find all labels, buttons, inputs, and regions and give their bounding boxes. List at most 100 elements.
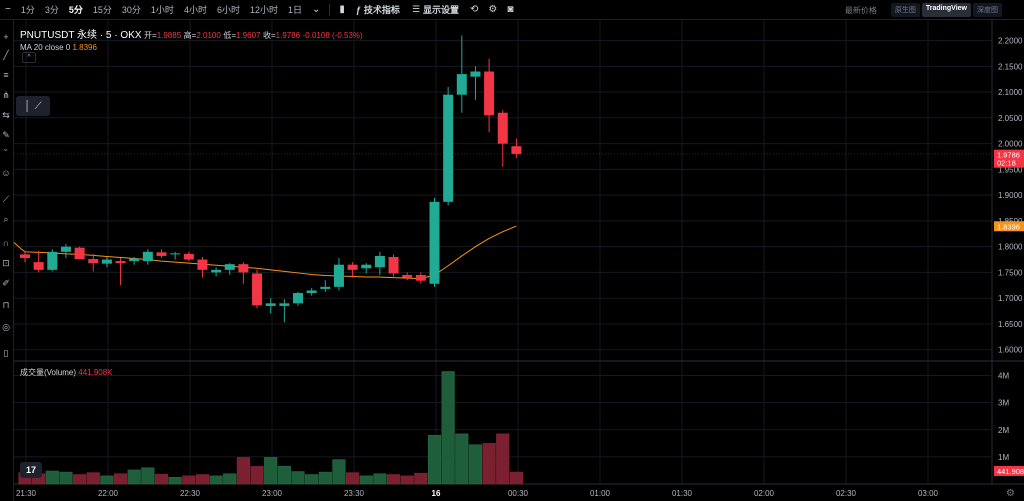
fib-icon[interactable]: ⇆ bbox=[2, 110, 10, 120]
volume-bar-12 bbox=[182, 475, 196, 485]
trash-icon[interactable]: ▯ bbox=[3, 348, 9, 358]
timeframe-9[interactable]: 1日 bbox=[287, 4, 302, 15]
crosshair-icon[interactable]: + bbox=[3, 32, 9, 42]
low-label: 低= bbox=[223, 31, 236, 40]
candle-body-7 bbox=[115, 261, 126, 264]
time-tick-7: 01:00 bbox=[590, 489, 611, 498]
eye-icon[interactable]: ◎ bbox=[2, 322, 10, 332]
open-value: 1.9885 bbox=[156, 31, 182, 40]
lock-drawing-icon[interactable]: ⊡ bbox=[2, 258, 10, 268]
smile-icon[interactable]: ☺ bbox=[1, 168, 11, 178]
candle-body-13 bbox=[197, 259, 208, 270]
volume-bar-19 bbox=[277, 465, 291, 485]
timeframe-0[interactable]: 1分 bbox=[20, 4, 35, 15]
volume-bar-28 bbox=[400, 475, 414, 485]
menu-icon[interactable]: − bbox=[5, 4, 11, 15]
volume-bar-25 bbox=[359, 475, 373, 485]
pencil-lock-icon[interactable]: ✐ bbox=[2, 278, 10, 288]
volume-bar-23 bbox=[332, 459, 346, 485]
ruler-icon[interactable]: ⟋ bbox=[2, 194, 10, 204]
ma-price-tag-text-0: 1.8396 bbox=[997, 222, 1020, 231]
brush-icon[interactable]: ✎ bbox=[2, 130, 10, 140]
indicators-button[interactable]: ƒ 技术指标 bbox=[350, 3, 406, 16]
timeframe-1[interactable]: 3分 bbox=[44, 4, 59, 15]
ma-legend[interactable]: MA 20 close 0 1.8396 bbox=[20, 43, 363, 52]
close-label: 收= bbox=[262, 31, 276, 40]
candle-body-27 bbox=[388, 256, 399, 274]
candle-body-26 bbox=[374, 255, 385, 268]
gear-icon[interactable]: ⚙ bbox=[488, 4, 498, 15]
price-mode-select[interactable]: 最新价格 bbox=[844, 5, 877, 15]
candle-body-17 bbox=[252, 273, 263, 306]
price-tick-6: 1.9500 bbox=[998, 165, 1023, 174]
timeframe-5[interactable]: 1小时 bbox=[150, 4, 174, 15]
open-label: 开= bbox=[144, 31, 157, 40]
view-tab-0[interactable]: 原生图 bbox=[890, 3, 920, 17]
candle-body-3 bbox=[60, 246, 71, 252]
chart-legend: PNUTUSDT 永续 · 5 · OKX 开=1.9885 高=2.0100 … bbox=[20, 26, 363, 52]
timeframe-8[interactable]: 12小时 bbox=[249, 4, 278, 15]
volume-bar-36 bbox=[509, 471, 523, 485]
candle-body-11 bbox=[170, 253, 181, 255]
floating-drawing-toolbar[interactable]: │ ⟋ bbox=[16, 96, 50, 116]
collapse-legend-button[interactable]: ^ bbox=[22, 52, 36, 63]
volume-bar-2 bbox=[45, 470, 59, 485]
chevron-down-icon[interactable]: ⌄ bbox=[312, 4, 321, 15]
volume-bar-30 bbox=[427, 434, 442, 485]
timeframe-4[interactable]: 30分 bbox=[121, 4, 141, 15]
camera-icon[interactable]: ◙ bbox=[507, 4, 514, 15]
volume-legend[interactable]: 成交量(Volume) 441.908K bbox=[20, 367, 113, 378]
candle-body-5 bbox=[88, 259, 99, 264]
lock-icon[interactable]: ⊓ bbox=[2, 300, 10, 310]
price-tick-3: 2.1000 bbox=[998, 88, 1023, 97]
volume-bar-8 bbox=[127, 469, 141, 485]
view-tabs: 原生图 TradingView 深度图 bbox=[890, 3, 1002, 17]
trendline-icon[interactable]: ╱ bbox=[3, 50, 9, 60]
axis-settings-icon[interactable]: ⚙ bbox=[1006, 488, 1015, 499]
volume-bar-26 bbox=[373, 473, 387, 485]
volume-bar-29 bbox=[414, 472, 428, 485]
text-icon[interactable]: ˘ bbox=[4, 148, 8, 158]
magnet-icon[interactable]: ∩ bbox=[2, 238, 10, 248]
ma-value: 1.8396 bbox=[72, 43, 97, 52]
price-tick-12: 1.6500 bbox=[998, 320, 1023, 329]
indicators-label: 技术指标 bbox=[363, 5, 400, 15]
timeframe-7[interactable]: 6小时 bbox=[216, 4, 240, 15]
candle-body-33 bbox=[470, 71, 481, 77]
timeframe-2[interactable]: 5分 bbox=[68, 4, 83, 15]
volume-bar-21 bbox=[305, 474, 319, 485]
price-tick-7: 1.9000 bbox=[998, 191, 1023, 200]
zoom-icon[interactable]: ⌕ bbox=[3, 214, 9, 224]
view-tab-2[interactable]: 深度图 bbox=[973, 3, 1002, 17]
symbol-title[interactable]: PNUTUSDT 永续 · 5 · OKX bbox=[20, 30, 142, 41]
horizontal-line-icon[interactable]: ≡ bbox=[3, 70, 9, 80]
volume-bar-27 bbox=[386, 474, 401, 485]
candle-body-35 bbox=[497, 112, 508, 144]
close-value: 1.9786 bbox=[275, 31, 301, 40]
snapshot-icon[interactable]: ⟲ bbox=[470, 4, 479, 15]
candle-body-36 bbox=[511, 146, 522, 154]
candle-body-1 bbox=[33, 262, 44, 270]
volume-tick-1: 3M bbox=[998, 399, 1009, 408]
ma-price-tag-bg bbox=[994, 221, 1024, 232]
display-settings-button[interactable]: ☰ 显示设置 bbox=[406, 3, 465, 16]
volume-tag-text-0: 441.908 bbox=[997, 467, 1024, 476]
tradingview-logo[interactable]: 17 bbox=[20, 462, 42, 478]
volume-bar-9 bbox=[141, 467, 155, 485]
timeframe-6[interactable]: 4小时 bbox=[183, 4, 207, 15]
price-tick-11: 1.7000 bbox=[998, 294, 1023, 303]
volume-bar-15 bbox=[223, 473, 237, 485]
timeframe-3[interactable]: 15分 bbox=[92, 4, 112, 15]
change-value: -0.0108 (-0.53%) bbox=[302, 31, 363, 40]
time-tick-4: 23:30 bbox=[344, 489, 365, 498]
candle-body-14 bbox=[211, 269, 222, 273]
volume-label: 成交量(Volume) bbox=[20, 368, 77, 377]
volume-tick-0: 4M bbox=[998, 372, 1009, 381]
candle-body-0 bbox=[20, 254, 30, 258]
pitchfork-icon[interactable]: ⋔ bbox=[2, 90, 10, 100]
high-value: 2.0100 bbox=[196, 31, 221, 40]
toolbar-right: 最新价格 原生图 TradingView 深度图 bbox=[845, 3, 1002, 17]
candle-type-icon[interactable]: ▮ bbox=[339, 4, 345, 15]
view-tab-1[interactable]: TradingView bbox=[921, 3, 971, 17]
